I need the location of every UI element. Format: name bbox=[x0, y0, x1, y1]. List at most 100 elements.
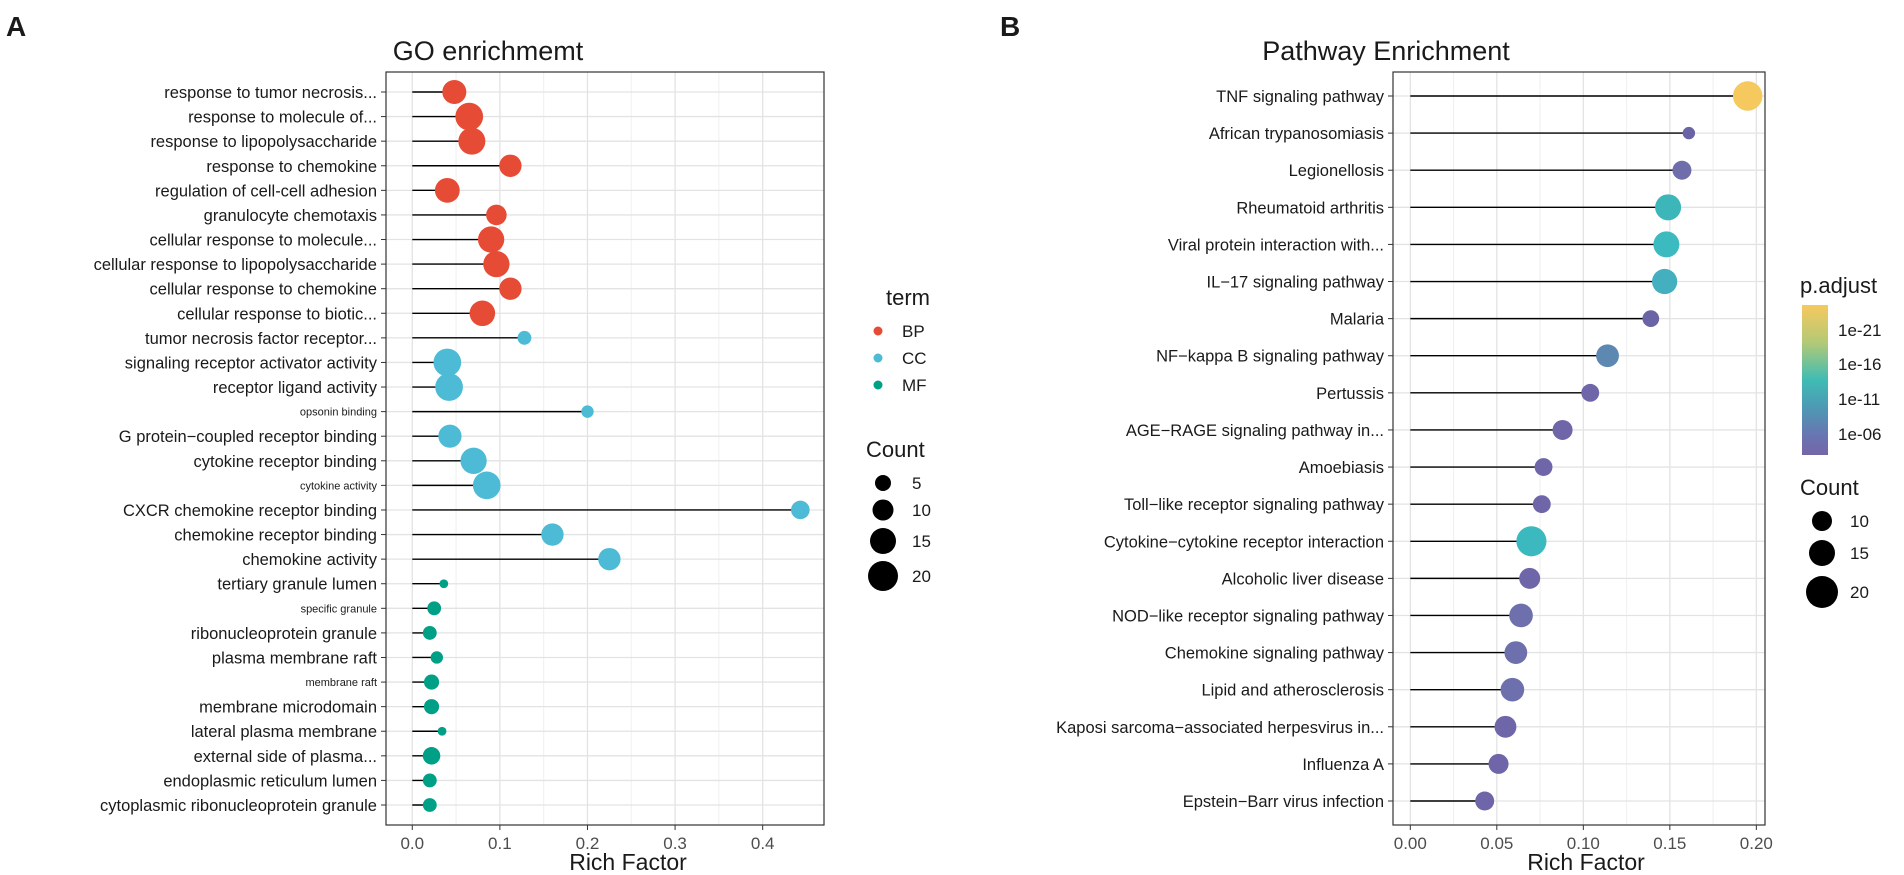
point-viral-protein-interaction-with bbox=[1653, 231, 1680, 258]
point-chemokine-receptor-binding bbox=[541, 523, 564, 546]
pathway-marks bbox=[1410, 81, 1763, 811]
point-granulocyte-chemotaxis bbox=[486, 204, 507, 226]
pathway-chart-title: Pathway Enrichment bbox=[1262, 36, 1510, 66]
x-tick-label: 0.20 bbox=[1740, 834, 1773, 853]
point-lateral-plasma-membrane bbox=[437, 726, 447, 736]
y-label-signaling-receptor-activator-activity: signaling receptor activator activity bbox=[125, 354, 378, 372]
point-malaria bbox=[1642, 310, 1660, 327]
y-label-external-side-of-plasma: external side of plasma... bbox=[194, 748, 377, 766]
point-specific-granule bbox=[427, 601, 442, 616]
y-label-influenza-a: Influenza A bbox=[1302, 756, 1384, 774]
pathway-count-legend: Count 10 15 20 bbox=[1800, 475, 1869, 608]
point-cellular-response-to-chemokine bbox=[499, 277, 522, 300]
pw-count-20-label: 20 bbox=[1850, 583, 1869, 602]
y-label-chemokine-signaling-pathway: Chemokine signaling pathway bbox=[1165, 645, 1385, 663]
y-label-tertiary-granule-lumen: tertiary granule lumen bbox=[217, 576, 377, 594]
panel-b-letter: B bbox=[1000, 11, 1020, 42]
pw-count-15-label: 15 bbox=[1850, 544, 1869, 563]
y-label-amoebiasis: Amoebiasis bbox=[1299, 459, 1384, 477]
y-label-african-trypanosomiasis: African trypanosomiasis bbox=[1209, 125, 1384, 143]
pw-count-15-dot bbox=[1809, 540, 1835, 566]
pathway-plot-border bbox=[1392, 71, 1766, 826]
point-cellular-response-to-lipopolysaccharide bbox=[483, 250, 510, 278]
go-plot-frame bbox=[386, 72, 824, 825]
y-label-tumor-necrosis-factor-receptor: tumor necrosis factor receptor... bbox=[145, 330, 377, 348]
y-label-endoplasmic-reticulum-lumen: endoplasmic reticulum lumen bbox=[163, 772, 377, 790]
go-count-5-dot bbox=[875, 475, 891, 491]
pw-count-20-dot bbox=[1806, 576, 1838, 608]
y-label-epstein-barr-virus-infection: Epstein−Barr virus infection bbox=[1183, 793, 1384, 811]
point-membrane-microdomain bbox=[423, 699, 440, 715]
point-pertussis bbox=[1581, 383, 1600, 402]
point-alcoholic-liver-disease bbox=[1519, 567, 1541, 589]
point-toll-like-receptor-signaling-pathway bbox=[1532, 495, 1551, 514]
y-label-legionellosis: Legionellosis bbox=[1289, 162, 1384, 180]
pathway-plot-frame bbox=[1393, 72, 1765, 825]
go-count-5-label: 5 bbox=[912, 474, 921, 493]
y-label-rheumatoid-arthritis: Rheumatoid arthritis bbox=[1236, 199, 1384, 217]
go-count-legend: Count 5 10 15 20 bbox=[866, 437, 931, 591]
cb-label-0: 1e-21 bbox=[1838, 321, 1881, 340]
cb-label-3: 1e-06 bbox=[1838, 425, 1881, 444]
y-label-cytoplasmic-ribonucleoprotein-granule: cytoplasmic ribonucleoprotein granule bbox=[100, 797, 377, 815]
x-tick-label: 0.3 bbox=[663, 834, 687, 853]
x-tick-label: 0.05 bbox=[1480, 834, 1513, 853]
y-label-membrane-microdomain: membrane microdomain bbox=[199, 699, 377, 717]
y-label-g-protein-coupled-receptor-binding: G protein−coupled receptor binding bbox=[119, 428, 377, 446]
point-cytokine-cytokine-receptor-interaction bbox=[1516, 526, 1547, 557]
legend-cc-label: CC bbox=[902, 349, 927, 368]
y-label-lateral-plasma-membrane: lateral plasma membrane bbox=[191, 723, 377, 741]
point-nod-like-receptor-signaling-pathway bbox=[1509, 603, 1533, 628]
go-x-axis-title: Rich Factor bbox=[569, 849, 687, 875]
y-label-opsonin-binding: opsonin binding bbox=[300, 407, 377, 419]
legend-cc-dot bbox=[873, 353, 883, 363]
point-response-to-molecule-of bbox=[455, 102, 484, 131]
point-lipid-and-atherosclerosis bbox=[1500, 677, 1525, 702]
point-cytoplasmic-ribonucleoprotein-granule bbox=[422, 798, 437, 812]
point-cxcr-chemokine-receptor-binding bbox=[791, 500, 810, 520]
y-label-cellular-response-to-chemokine: cellular response to chemokine bbox=[150, 281, 377, 299]
y-label-chemokine-receptor-binding: chemokine receptor binding bbox=[174, 527, 377, 545]
point-cytokine-receptor-binding bbox=[460, 447, 487, 474]
point-age-rage-signaling-pathway-in bbox=[1552, 419, 1573, 440]
point-amoebiasis bbox=[1534, 458, 1553, 476]
go-chart-title: GO enrichmemt bbox=[393, 36, 584, 66]
y-label-cxcr-chemokine-receptor-binding: CXCR chemokine receptor binding bbox=[123, 502, 377, 520]
go-count-20-dot bbox=[868, 561, 898, 591]
y-label-response-to-molecule-of: response to molecule of... bbox=[188, 109, 377, 127]
point-il-17-signaling-pathway bbox=[1652, 268, 1678, 295]
go-marks bbox=[412, 79, 810, 812]
point-response-to-tumor-necrosis bbox=[442, 79, 467, 105]
go-count-10-dot bbox=[872, 499, 894, 521]
point-chemokine-signaling-pathway bbox=[1504, 641, 1528, 664]
y-label-cytokine-receptor-binding: cytokine receptor binding bbox=[194, 453, 377, 471]
point-epstein-barr-virus-infection bbox=[1475, 791, 1495, 811]
y-label-pertussis: Pertussis bbox=[1316, 385, 1384, 403]
go-count-15-label: 15 bbox=[912, 532, 931, 551]
go-term-legend: term BP CC MF bbox=[873, 285, 930, 395]
x-tick-label: 0.4 bbox=[751, 834, 775, 853]
point-opsonin-binding bbox=[581, 405, 594, 418]
pw-count-10-label: 10 bbox=[1850, 512, 1869, 531]
y-label-nf-kappa-b-signaling-pathway: NF−kappa B signaling pathway bbox=[1156, 348, 1385, 366]
point-nf-kappa-b-signaling-pathway bbox=[1596, 344, 1619, 368]
x-tick-label: 0.1 bbox=[488, 834, 512, 853]
y-label-viral-protein-interaction-with: Viral protein interaction with... bbox=[1168, 236, 1384, 254]
go-gridlines bbox=[386, 72, 824, 825]
point-response-to-lipopolysaccharide bbox=[458, 127, 486, 155]
y-label-il-17-signaling-pathway: IL−17 signaling pathway bbox=[1206, 274, 1384, 292]
y-label-response-to-tumor-necrosis: response to tumor necrosis... bbox=[164, 84, 377, 102]
go-chart: GO enrichmemt response to tumor necrosis… bbox=[94, 36, 825, 875]
x-tick-label: 0.15 bbox=[1653, 834, 1686, 853]
point-african-trypanosomiasis bbox=[1682, 126, 1696, 140]
y-label-kaposi-sarcoma-associated-herpesvirus-in: Kaposi sarcoma−associated herpesvirus in… bbox=[1056, 719, 1384, 737]
point-cellular-response-to-biotic bbox=[469, 300, 496, 327]
cb-label-2: 1e-11 bbox=[1838, 390, 1880, 409]
legend-mf-dot bbox=[873, 380, 883, 390]
y-label-nod-like-receptor-signaling-pathway: NOD−like receptor signaling pathway bbox=[1112, 607, 1385, 625]
y-label-cellular-response-to-lipopolysaccharide: cellular response to lipopolysaccharide bbox=[94, 256, 377, 274]
point-chemokine-activity bbox=[598, 547, 621, 571]
point-influenza-a bbox=[1488, 753, 1509, 774]
y-label-cellular-response-to-molecule: cellular response to molecule... bbox=[150, 232, 377, 250]
